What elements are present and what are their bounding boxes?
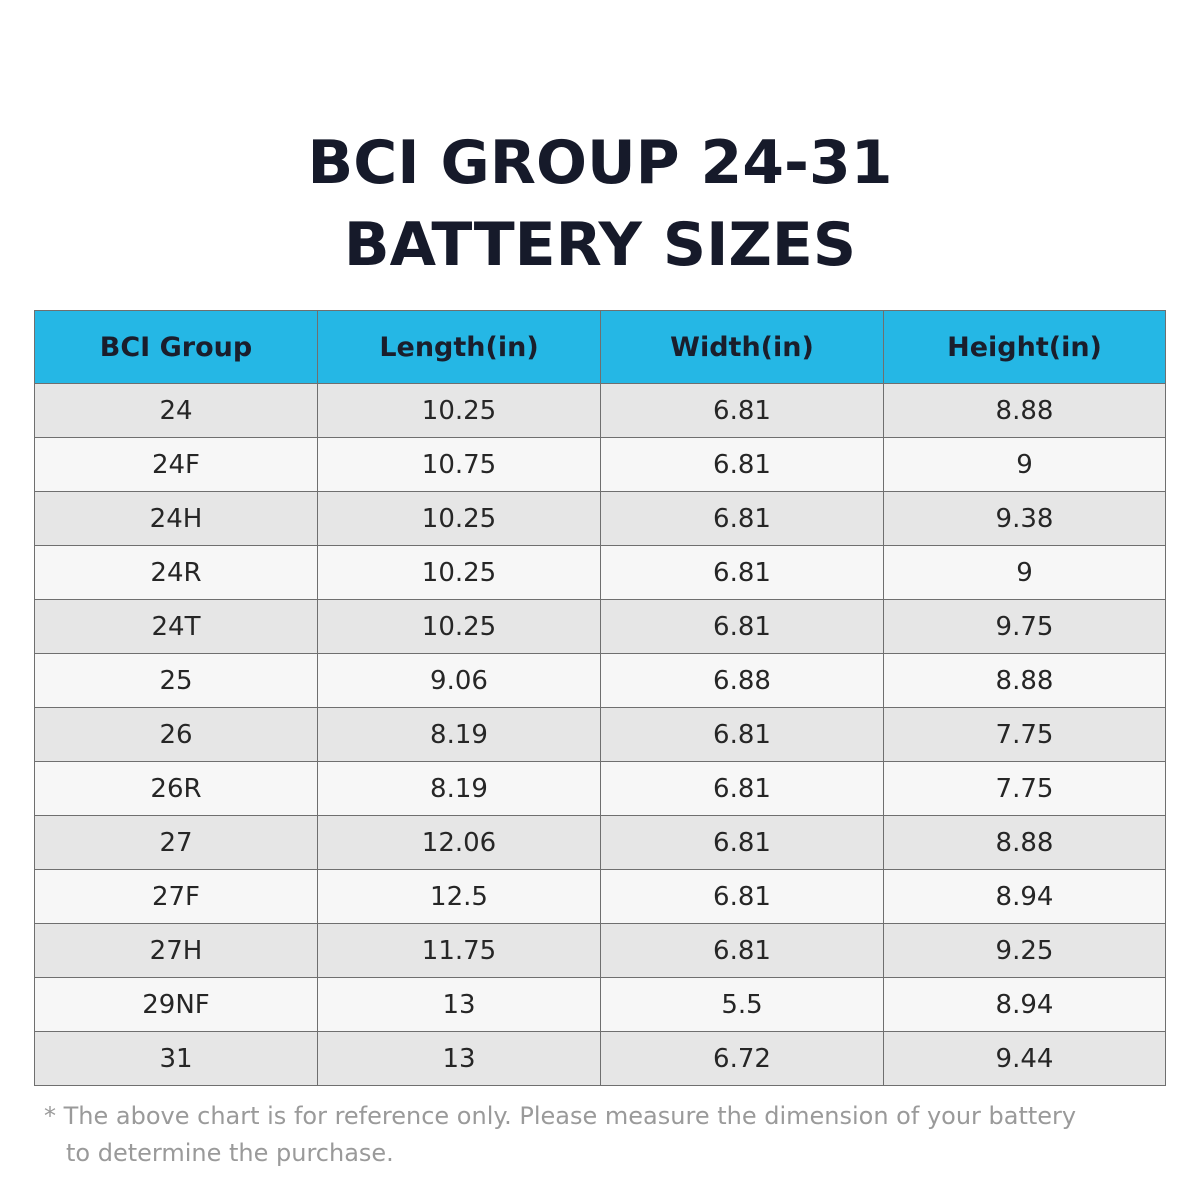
cell-width: 6.81 bbox=[600, 491, 884, 546]
cell-width: 6.81 bbox=[600, 437, 884, 492]
table-row: 27F 12.5 6.81 8.94 bbox=[34, 869, 1166, 924]
cell-height: 8.88 bbox=[883, 815, 1166, 870]
cell-height: 8.88 bbox=[883, 383, 1166, 438]
cell-bci-group: 25 bbox=[34, 653, 318, 708]
column-header-length: Length(in) bbox=[317, 310, 601, 384]
cell-length: 13 bbox=[317, 977, 601, 1032]
page-title: BCI GROUP 24-31 BATTERY SIZES bbox=[0, 122, 1200, 286]
cell-width: 6.81 bbox=[600, 923, 884, 978]
table-row: 24F 10.75 6.81 9 bbox=[34, 437, 1166, 492]
column-header-bci-group: BCI Group bbox=[34, 310, 318, 384]
footnote-line-2: to determine the purchase. bbox=[66, 1139, 394, 1167]
cell-height: 8.88 bbox=[883, 653, 1166, 708]
table-body: 24 10.25 6.81 8.88 24F 10.75 6.81 9 24H … bbox=[34, 383, 1166, 1086]
cell-bci-group: 24R bbox=[34, 545, 318, 600]
cell-width: 6.81 bbox=[600, 599, 884, 654]
cell-width: 6.81 bbox=[600, 815, 884, 870]
table-row: 26 8.19 6.81 7.75 bbox=[34, 707, 1166, 762]
cell-bci-group: 31 bbox=[34, 1031, 318, 1086]
cell-height: 8.94 bbox=[883, 869, 1166, 924]
cell-length: 11.75 bbox=[317, 923, 601, 978]
cell-height: 8.94 bbox=[883, 977, 1166, 1032]
cell-length: 10.25 bbox=[317, 545, 601, 600]
cell-width: 6.81 bbox=[600, 545, 884, 600]
table-header: BCI Group Length(in) Width(in) Height(in… bbox=[34, 310, 1166, 384]
table-row: 24R 10.25 6.81 9 bbox=[34, 545, 1166, 600]
cell-bci-group: 24H bbox=[34, 491, 318, 546]
cell-height: 9 bbox=[883, 545, 1166, 600]
cell-bci-group: 29NF bbox=[34, 977, 318, 1032]
cell-length: 8.19 bbox=[317, 761, 601, 816]
cell-height: 9.75 bbox=[883, 599, 1166, 654]
cell-length: 12.06 bbox=[317, 815, 601, 870]
table-row: 29NF 13 5.5 8.94 bbox=[34, 977, 1166, 1032]
cell-width: 5.5 bbox=[600, 977, 884, 1032]
cell-width: 6.81 bbox=[600, 869, 884, 924]
cell-height: 9.38 bbox=[883, 491, 1166, 546]
cell-bci-group: 27H bbox=[34, 923, 318, 978]
table-row: 24 10.25 6.81 8.88 bbox=[34, 383, 1166, 438]
cell-bci-group: 24 bbox=[34, 383, 318, 438]
cell-length: 10.75 bbox=[317, 437, 601, 492]
cell-bci-group: 24T bbox=[34, 599, 318, 654]
cell-width: 6.88 bbox=[600, 653, 884, 708]
cell-bci-group: 27F bbox=[34, 869, 318, 924]
table-row: 24H 10.25 6.81 9.38 bbox=[34, 491, 1166, 546]
cell-height: 9.25 bbox=[883, 923, 1166, 978]
cell-length: 12.5 bbox=[317, 869, 601, 924]
cell-length: 9.06 bbox=[317, 653, 601, 708]
battery-sizes-table: BCI Group Length(in) Width(in) Height(in… bbox=[34, 310, 1166, 1086]
cell-bci-group: 27 bbox=[34, 815, 318, 870]
cell-width: 6.72 bbox=[600, 1031, 884, 1086]
cell-length: 13 bbox=[317, 1031, 601, 1086]
table-row: 31 13 6.72 9.44 bbox=[34, 1031, 1166, 1086]
table-row: 25 9.06 6.88 8.88 bbox=[34, 653, 1166, 708]
table-row: 27 12.06 6.81 8.88 bbox=[34, 815, 1166, 870]
cell-bci-group: 26R bbox=[34, 761, 318, 816]
cell-height: 7.75 bbox=[883, 707, 1166, 762]
column-header-height: Height(in) bbox=[883, 310, 1166, 384]
cell-width: 6.81 bbox=[600, 761, 884, 816]
cell-height: 9.44 bbox=[883, 1031, 1166, 1086]
table-row: 27H 11.75 6.81 9.25 bbox=[34, 923, 1166, 978]
cell-bci-group: 24F bbox=[34, 437, 318, 492]
page-title-line-1: BCI GROUP 24-31 bbox=[307, 128, 893, 198]
cell-bci-group: 26 bbox=[34, 707, 318, 762]
cell-height: 7.75 bbox=[883, 761, 1166, 816]
table-row: 24T 10.25 6.81 9.75 bbox=[34, 599, 1166, 654]
cell-length: 10.25 bbox=[317, 599, 601, 654]
cell-length: 10.25 bbox=[317, 491, 601, 546]
cell-length: 10.25 bbox=[317, 383, 601, 438]
table-header-row: BCI Group Length(in) Width(in) Height(in… bbox=[34, 310, 1166, 384]
column-header-width: Width(in) bbox=[600, 310, 884, 384]
cell-width: 6.81 bbox=[600, 707, 884, 762]
cell-width: 6.81 bbox=[600, 383, 884, 438]
table-row: 26R 8.19 6.81 7.75 bbox=[34, 761, 1166, 816]
page-title-line-2: BATTERY SIZES bbox=[343, 210, 857, 280]
cell-height: 9 bbox=[883, 437, 1166, 492]
cell-length: 8.19 bbox=[317, 707, 601, 762]
footnote-line-1: * The above chart is for reference only.… bbox=[44, 1102, 1077, 1130]
reference-footnote: * The above chart is for reference only.… bbox=[44, 1098, 1174, 1172]
